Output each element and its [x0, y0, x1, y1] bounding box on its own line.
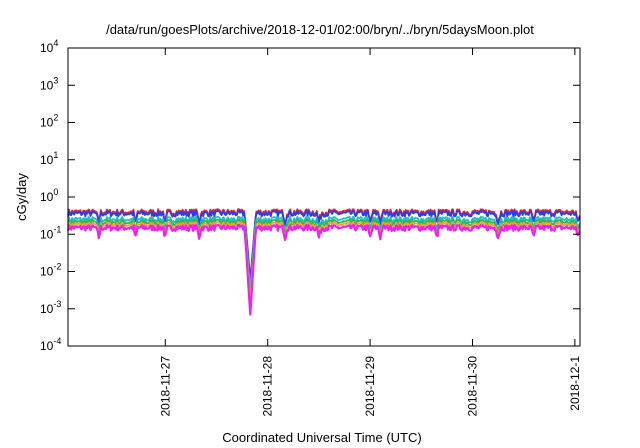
- x-axis-label: Coordinated Universal Time (UTC): [222, 430, 421, 445]
- series-line: [67, 221, 581, 304]
- plot-frame: [67, 47, 581, 347]
- y-tick-label: 10-2: [40, 262, 61, 279]
- y-axis-label: cGy/day: [14, 173, 29, 221]
- y-tick-label: 101: [40, 150, 58, 167]
- y-tick-label: 10-3: [40, 299, 61, 316]
- series-line: [67, 215, 581, 292]
- y-tick-label: 104: [40, 38, 58, 55]
- y-axis-ticks: 10-4 10-3 10-2 10-1 100 101 102 103 104: [40, 38, 580, 353]
- x-tick-label: 2018-12-1: [568, 356, 582, 411]
- x-tick-label: 2018-11-29: [363, 356, 377, 417]
- series-line: [66, 223, 581, 316]
- x-tick-label: 2018-11-27: [158, 356, 172, 417]
- x-tick-label: 2018-11-30: [465, 356, 479, 417]
- y-tick-label: 103: [40, 75, 58, 92]
- y-tick-label: 10-1: [40, 224, 61, 241]
- x-tick-label: 2018-11-28: [261, 356, 275, 417]
- y-tick-label: 100: [40, 187, 58, 204]
- chart-title: /data/run/goesPlots/archive/2018-12-01/0…: [106, 22, 534, 37]
- plot-lines: [66, 208, 581, 316]
- y-tick-label: 102: [40, 113, 58, 130]
- series-line: [67, 210, 581, 281]
- series-line: [67, 218, 581, 299]
- y-tick-label: 10-4: [40, 336, 61, 353]
- x-axis-ticks: 2018-11-27 2018-11-28 2018-11-29 2018-11-30…: [158, 48, 582, 417]
